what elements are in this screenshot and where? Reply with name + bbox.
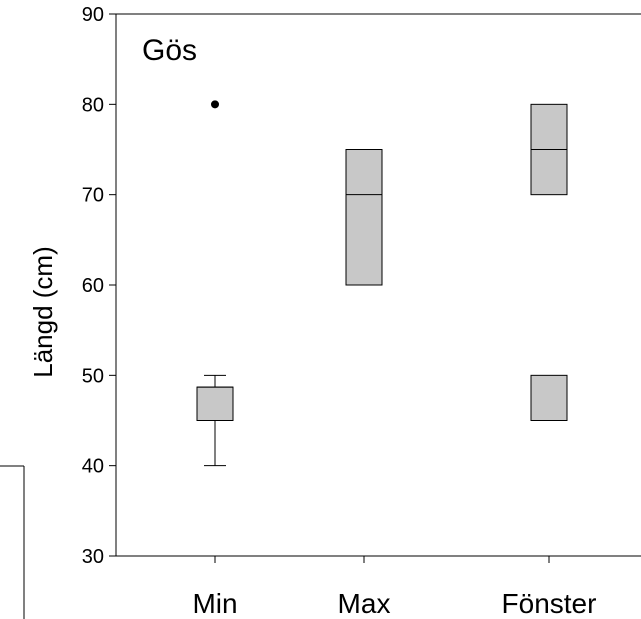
- outlier-point: [211, 100, 219, 109]
- y-tick-label: 90: [82, 4, 104, 26]
- box: [196, 386, 234, 421]
- x-tick-label: Max: [338, 588, 391, 619]
- box: [345, 149, 383, 286]
- y-tick-label: 70: [82, 185, 104, 207]
- y-tick-label: 50: [82, 365, 104, 387]
- y-tick-label: 30: [82, 546, 104, 568]
- y-axis-label: Längd (cm): [28, 246, 58, 378]
- box: [530, 374, 568, 422]
- y-tick-label: 80: [82, 94, 104, 116]
- x-tick-label: Fönster: [502, 588, 597, 619]
- chart-title: Gös: [142, 34, 197, 67]
- x-tick-label: Min: [192, 588, 237, 619]
- y-tick-label: 60: [82, 275, 104, 297]
- plot-area: 30 40 50 60 70 80 90 Min Max Fönster: [82, 4, 641, 619]
- y-tick-label: 40: [82, 456, 104, 478]
